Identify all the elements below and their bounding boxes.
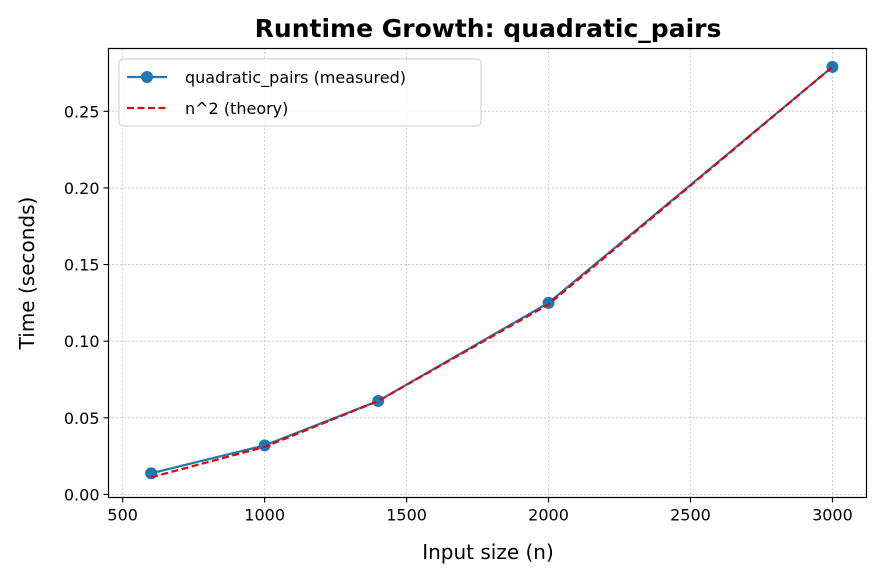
data-point-measured — [145, 467, 158, 480]
y-tick-label: 0.25 — [64, 102, 100, 121]
legend-label-measured: quadratic_pairs (measured) — [185, 68, 406, 88]
chart-title: Runtime Growth: quadratic_pairs — [255, 14, 722, 43]
y-tick-label: 0.10 — [64, 332, 100, 351]
x-tick-label: 500 — [107, 506, 138, 525]
y-axis-label: Time (seconds) — [15, 197, 39, 351]
y-tick-label: 0.15 — [64, 256, 100, 275]
ticks-layer: 500 1000 1500 2000 2500 3000 0.00 0.05 0.10 0.15 0… — [64, 102, 853, 524]
series-layer — [145, 60, 839, 480]
plot-frame — [107, 47, 868, 499]
x-axis-label: Input size (n) — [422, 540, 554, 564]
x-tick-label: 3000 — [812, 506, 853, 525]
x-tick-label: 2000 — [528, 506, 569, 525]
y-tick-label: 0.05 — [64, 409, 100, 428]
y-tick-label: 0.00 — [64, 485, 100, 504]
x-tick-label: 1500 — [386, 506, 427, 525]
data-point-measured — [258, 439, 271, 452]
legend-label-theory: n^2 (theory) — [185, 99, 288, 118]
legend-box — [118, 58, 482, 127]
legend-marker-measured — [141, 71, 153, 83]
legend: quadratic_pairs (measured) n^2 (theory) — [118, 58, 482, 127]
data-point-measured — [372, 394, 385, 407]
grid-layer — [108, 48, 867, 498]
series-line-theory — [150, 66, 834, 479]
x-tick-label: 1000 — [244, 506, 285, 525]
x-tick-label: 2500 — [670, 506, 711, 525]
y-tick-label: 0.20 — [64, 179, 100, 198]
